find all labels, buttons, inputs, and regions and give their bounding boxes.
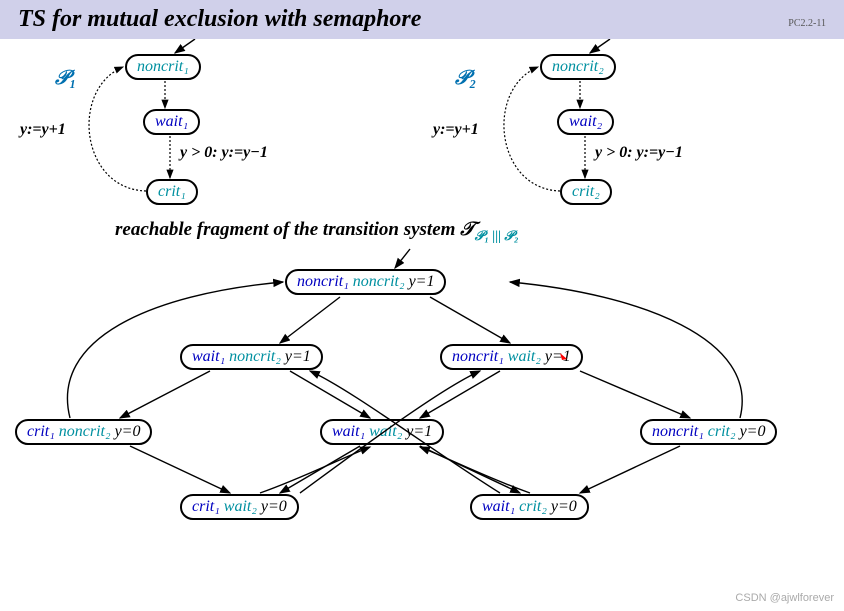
state-n6: crit₁ wait₂ y=0	[180, 494, 299, 520]
state-n1: wait₁ noncrit₂ y=1	[180, 344, 323, 370]
state-n4: wait₁ wait₂ y=1	[320, 419, 444, 445]
state-n0: noncrit₁ noncrit₂ y=1	[285, 269, 446, 295]
proc2-wait: wait₂	[557, 109, 614, 135]
proc1-wait: wait₁	[143, 109, 200, 135]
subtitle: reachable fragment of the transition sys…	[115, 219, 519, 244]
proc2-label: 𝒫₂	[455, 67, 476, 90]
proc1-crit: crit₁	[146, 179, 198, 205]
state-n7: wait₁ crit₂ y=0	[470, 494, 589, 520]
edges-svg	[0, 39, 844, 609]
proc2-guard-label: y > 0: y:=y−1	[595, 144, 683, 162]
slide-title: TS for mutual exclusion with semaphore	[18, 6, 421, 33]
proc1-inc-label: y:=y+1	[20, 121, 66, 139]
diagram-area: 𝒫₁ noncrit₁ wait₁ crit₁ y:=y+1 y > 0: y:…	[0, 39, 844, 609]
state-n3: crit₁ noncrit₂ y=0	[15, 419, 152, 445]
proc1-guard-label: y > 0: y:=y−1	[180, 144, 268, 162]
page-code: PC2.2-11	[788, 18, 826, 29]
watermark: CSDN @ajwlforever	[735, 592, 834, 604]
proc2-noncrit: noncrit₂	[540, 54, 616, 80]
slide-header: TS for mutual exclusion with semaphore P…	[0, 0, 844, 39]
state-n2: noncrit₁ wait₂ y=1	[440, 344, 583, 370]
proc1-noncrit: noncrit₁	[125, 54, 201, 80]
state-n5: noncrit₁ crit₂ y=0	[640, 419, 777, 445]
proc2-crit: crit₂	[560, 179, 612, 205]
proc2-inc-label: y:=y+1	[433, 121, 479, 139]
proc1-label: 𝒫₁	[55, 67, 76, 90]
